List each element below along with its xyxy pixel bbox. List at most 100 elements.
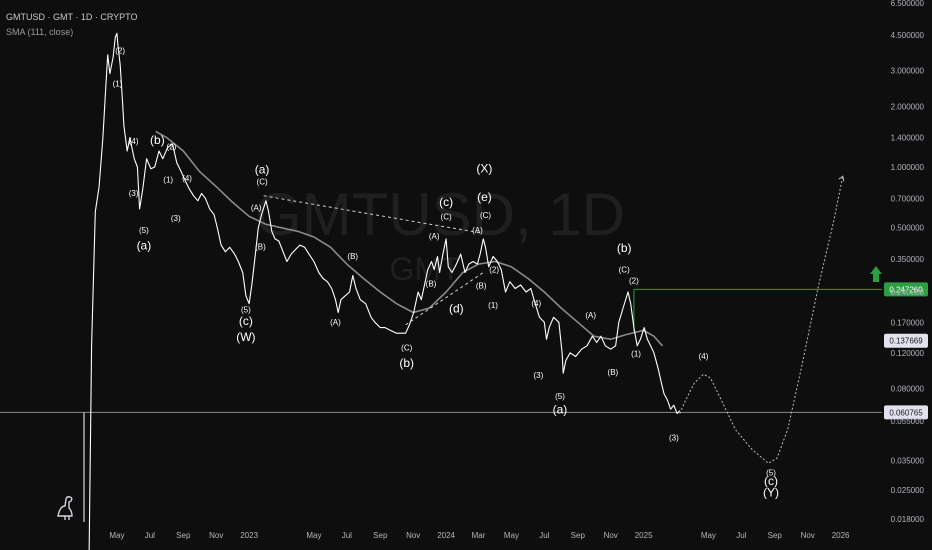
projection-path — [679, 176, 844, 464]
x-tick-label: Sep — [373, 531, 388, 540]
x-tick-label: Jul — [145, 531, 155, 540]
wave-label: (C) — [480, 211, 491, 220]
wave-label: (B) — [476, 281, 487, 290]
watermark-symbol: GMTUSD, 1D — [255, 181, 625, 248]
y-tick-label: 0.350000 — [891, 255, 925, 264]
wave-label: (A) — [251, 203, 262, 212]
wave-label: (a) — [255, 162, 270, 176]
x-tick-label: Jul — [342, 531, 352, 540]
wave-labels: (2)(1)(4) (b)(2)(1) (4)(3)(3)(5)(a)(a)(C)(… — [113, 47, 779, 500]
wave-label: (3) — [669, 434, 679, 443]
y-tick-label: 0.080000 — [891, 384, 925, 393]
wave-label: (b) — [617, 241, 632, 255]
x-tick-label: 2023 — [240, 531, 258, 540]
y-tick-label: 0.055000 — [891, 417, 925, 426]
wave-label: (a) — [553, 403, 568, 417]
wave-label: (5) — [139, 226, 149, 235]
trendline — [263, 195, 483, 234]
wave-label: (b) — [399, 356, 414, 370]
wave-label: (1) — [488, 301, 498, 310]
x-tick-label: Jul — [736, 531, 746, 540]
wave-label: (3) — [171, 214, 181, 223]
wave-label: (B) — [255, 243, 266, 252]
wave-label: (1) — [631, 350, 641, 359]
watermark: GMTUSD, 1D GMT — [255, 181, 625, 287]
y-tick-label: 0.170000 — [891, 318, 925, 327]
x-tick-label: Sep — [571, 531, 586, 540]
projection-layer — [679, 175, 845, 464]
wave-label: (c) — [764, 474, 778, 488]
wave-label: (C) — [401, 344, 412, 353]
wave-label: (X) — [476, 161, 492, 175]
y-tick-label: 6.500000 — [891, 0, 925, 8]
wave-label: (Y) — [763, 485, 779, 499]
dinosaur-logo-icon[interactable] — [57, 496, 73, 520]
wave-label: (2) — [489, 265, 499, 274]
wave-label: (C) — [257, 177, 268, 186]
y-tick-label: 0.025000 — [891, 486, 925, 495]
indicator-label[interactable]: SMA (111, close) — [6, 27, 74, 37]
wave-label: (3) — [129, 189, 139, 198]
y-tick-label: 0.700000 — [891, 194, 925, 203]
y-tick-label: 0.240000 — [891, 288, 925, 297]
symbol-header[interactable]: GMTUSD · GMT · 1D · CRYPTO — [6, 12, 138, 22]
y-axis: 6.500000 4.500000 3.000000 2.000000 1.400000… — [891, 0, 925, 524]
wave-label: (B) — [347, 252, 358, 261]
wave-label: (a) — [137, 239, 152, 253]
price-badge — [884, 333, 928, 348]
wave-label: (e) — [477, 190, 492, 204]
up-arrow-icon — [870, 266, 882, 282]
wave-label: (B) — [608, 368, 619, 377]
wave-label: (4) — [129, 137, 139, 146]
y-tick-label: 4.500000 — [891, 31, 925, 40]
wave-label: (4) — [699, 352, 709, 361]
price-layer — [88, 32, 681, 550]
x-tick-label: Nov — [801, 531, 815, 540]
wave-label: (b) — [150, 133, 165, 147]
wave-label: (C) — [619, 265, 630, 274]
wave-label: (1) — [113, 80, 123, 89]
x-tick-label: Nov — [209, 531, 223, 540]
x-axis: May Jul Sep Nov 2023 May Jul Sep Nov 2024 Mar May Ju… — [109, 531, 850, 540]
x-tick-label: Nov — [406, 531, 420, 540]
wave-label: (2) — [167, 143, 177, 152]
x-tick-label: 2024 — [437, 531, 455, 540]
y-tick-label: 1.400000 — [891, 134, 925, 143]
x-tick-label: 2026 — [832, 531, 850, 540]
wave-label: (5) — [766, 469, 776, 478]
y-tick-label: 0.500000 — [891, 224, 925, 233]
price-badge-label: 0.247260 — [889, 285, 923, 294]
wave-label: (C) — [441, 212, 452, 221]
y-tick-label: 0.018000 — [891, 515, 925, 524]
x-tick-label: May — [306, 531, 321, 540]
x-tick-label: Mar — [472, 531, 486, 540]
wave-label: (c) — [239, 314, 253, 328]
x-tick-label: 2025 — [635, 531, 653, 540]
wave-label: (4) — [182, 174, 192, 183]
wave-label: (A) — [585, 311, 596, 320]
y-tick-label: 0.035000 — [891, 457, 925, 466]
wave-label: (4) — [531, 299, 541, 308]
price-badge — [884, 405, 928, 420]
y-tick-label: 3.000000 — [891, 67, 925, 76]
trendline — [405, 272, 484, 326]
wave-label: (A) — [429, 232, 440, 241]
x-tick-label: Sep — [176, 531, 191, 540]
wave-label: (d) — [449, 302, 464, 316]
wave-label: (W) — [236, 330, 255, 344]
wave-label: (2) — [629, 276, 639, 285]
wave-label: (B) — [426, 280, 437, 289]
y-tick-label: 2.000000 — [891, 102, 925, 111]
wave-label: (2) — [115, 47, 125, 56]
y-tick-label: 0.120000 — [891, 349, 925, 358]
y-tick-label: 1.000000 — [891, 163, 925, 172]
x-tick-label: Nov — [604, 531, 618, 540]
x-tick-label: May — [109, 531, 124, 540]
wave-label: (5) — [241, 306, 251, 315]
price-badge-label: 0.137669 — [889, 337, 923, 346]
x-tick-label: Jul — [539, 531, 549, 540]
wave-label: (c) — [439, 195, 453, 209]
price-line — [88, 32, 681, 550]
